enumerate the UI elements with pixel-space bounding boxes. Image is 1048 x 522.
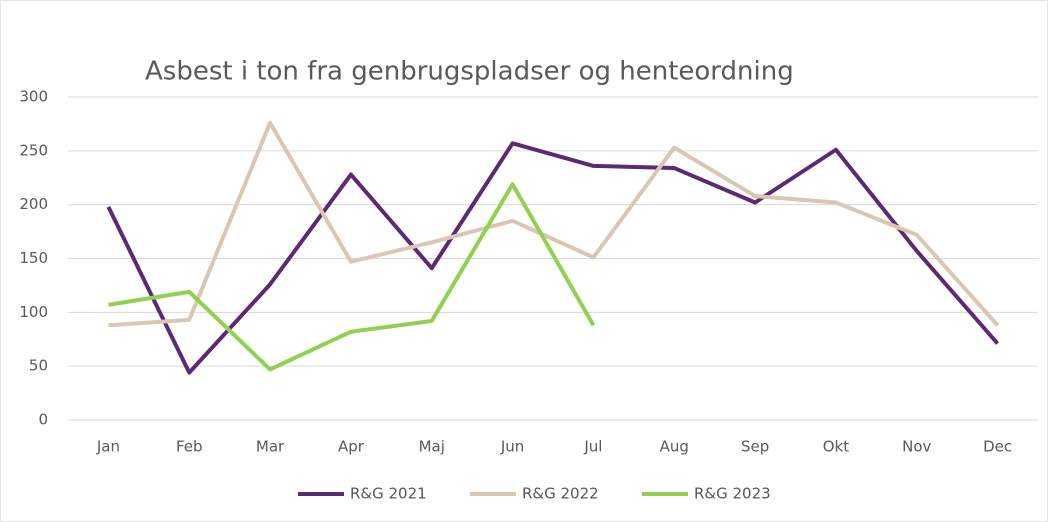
y-tick-label: 0 — [38, 411, 48, 429]
x-tick-label: Mar — [256, 438, 285, 456]
x-tick-label: Nov — [902, 438, 931, 456]
legend-label: R&G 2023 — [694, 485, 771, 503]
chart-title: Asbest i ton fra genbrugspladser og hent… — [145, 57, 794, 87]
y-tick-label: 200 — [19, 195, 48, 213]
y-tick-label: 250 — [19, 141, 48, 159]
x-tick-label: Sep — [741, 438, 769, 456]
x-tick-label: Aug — [660, 438, 689, 456]
data-line — [108, 182, 596, 372]
x-tick-label: Feb — [176, 438, 203, 456]
data-line — [106, 141, 1000, 375]
y-tick-label: 100 — [19, 303, 48, 321]
x-tick-label: Dec — [983, 438, 1012, 456]
y-tick-label: 150 — [19, 249, 48, 267]
x-tick-label: Maj — [419, 438, 445, 456]
x-tick-label: Okt — [823, 438, 849, 456]
data-line — [108, 120, 1000, 328]
x-tick-label: Jun — [500, 438, 524, 456]
x-tick-label: Jan — [96, 438, 120, 456]
y-tick-label: 300 — [19, 88, 48, 106]
x-tick-label: Jul — [583, 438, 602, 456]
legend-label: R&G 2021 — [350, 485, 427, 503]
legend-label: R&G 2022 — [522, 485, 599, 503]
y-tick-label: 50 — [29, 357, 48, 375]
x-tick-label: Apr — [338, 438, 365, 456]
